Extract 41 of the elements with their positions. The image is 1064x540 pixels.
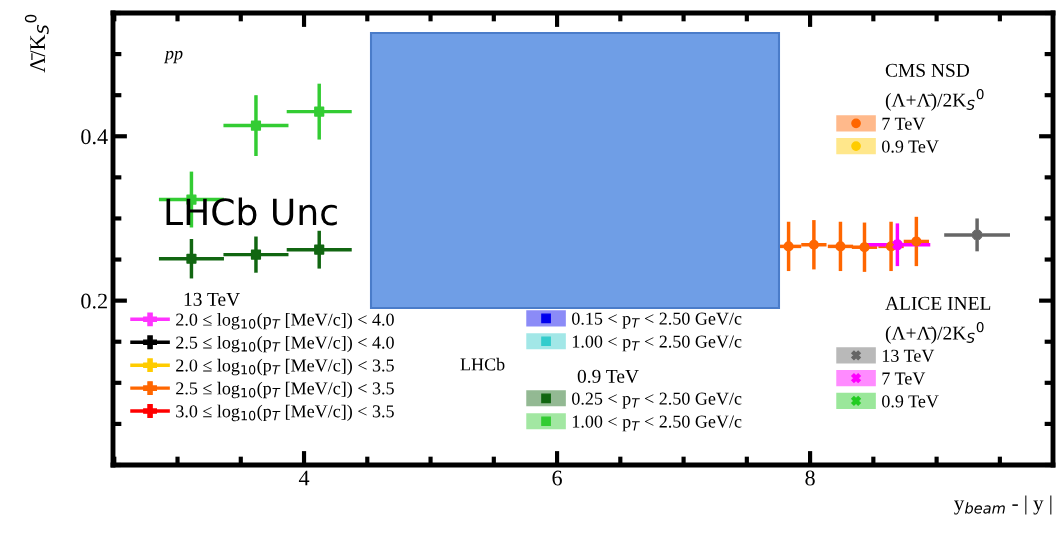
legend-label: 1.00 < p$_{T}$ < 2.50 GeV/c [572, 335, 742, 352]
annotation: CMS NSD [885, 63, 970, 77]
y-axis-title: Λ̄/K$_{S}$$^{0}$ [24, 14, 49, 73]
legend-label: 0.9 TeV [882, 395, 939, 408]
point [250, 120, 262, 131]
legend-label: 2.5 ≤ log$_{10}$(p$_{T}$ [MeV/c]) < 3.5 [176, 381, 394, 399]
annotation: 13 TeV [184, 292, 240, 306]
point [892, 239, 903, 250]
legend-label: 2.0 ≤ log$_{10}$(p$_{T}$ [MeV/c]) < 4.0 [176, 313, 394, 330]
y-tick-label: 0.4 [81, 129, 108, 145]
point [835, 241, 846, 252]
legend-label: 3.0 ≤ log$_{10}$(p$_{T}$ [MeV/c]) < 3.5 [176, 404, 394, 422]
legend-label: 7 TeV [882, 117, 926, 130]
annotation: pp [163, 50, 183, 64]
point [808, 239, 819, 250]
legend-label: 0.25 < p$_{T}$ < 2.50 GeV/c [572, 392, 742, 409]
annotation: 0.9 TeV [577, 369, 639, 383]
point [186, 253, 197, 264]
legend-label: 0.15 < p$_{T}$ < 2.50 GeV/c [572, 312, 742, 329]
legend-label: 1.00 < p$_{T}$ < 2.50 GeV/c [572, 415, 742, 432]
legend-label: 0.9 TeV [882, 140, 939, 153]
point [250, 249, 262, 260]
point [972, 229, 983, 240]
point [859, 242, 870, 253]
point [911, 236, 922, 247]
point [314, 244, 325, 255]
annotation: LHCb [460, 357, 505, 371]
point [314, 106, 325, 117]
annotation: ALICE INEL [885, 296, 991, 310]
legend-label: 7 TeV [882, 372, 926, 385]
x-axis-title: y$_{beam}$ - | y | [954, 495, 1052, 515]
x-tick-label: 4 [298, 470, 310, 486]
point [783, 241, 794, 252]
legend-label: 2.0 ≤ log$_{10}$(p$_{T}$ [MeV/c]) < 3.5 [176, 358, 394, 376]
legend-label: 2.5 ≤ log$_{10}$(p$_{T}$ [MeV/c]) < 4.0 [176, 335, 394, 353]
annotation: (Λ+Λ̄)/2K$_{S}$$^{0}$ [885, 89, 984, 111]
annotation: (Λ+Λ̄)/2K$_{S}$$^{0}$ [885, 322, 984, 344]
y-tick-label: 0.2 [81, 293, 107, 309]
x-tick-label: 8 [805, 470, 815, 486]
x-tick-label: 6 [552, 470, 562, 486]
legend-label: 13 TeV [882, 349, 935, 362]
